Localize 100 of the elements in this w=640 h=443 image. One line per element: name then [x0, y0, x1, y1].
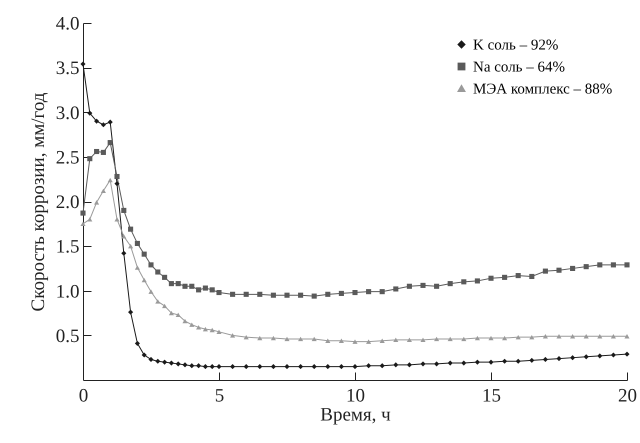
- point: [610, 262, 616, 268]
- point: [366, 339, 372, 344]
- point: [162, 304, 168, 308]
- point: [128, 226, 134, 232]
- point: [474, 336, 480, 340]
- point: [94, 118, 100, 124]
- point: [338, 290, 344, 296]
- point: [406, 338, 412, 342]
- point: [597, 262, 602, 268]
- y-tick-label: 1.0: [56, 281, 80, 302]
- point: [529, 274, 534, 280]
- point: [196, 287, 202, 292]
- point: [393, 362, 398, 368]
- point: [202, 326, 208, 332]
- point: [270, 364, 276, 370]
- point: [87, 156, 92, 162]
- point: [284, 292, 290, 298]
- point: [570, 334, 576, 338]
- point: [284, 364, 290, 370]
- point: [556, 334, 562, 338]
- point: [210, 364, 215, 370]
- point: [87, 217, 92, 222]
- point: [230, 292, 236, 297]
- point: [325, 338, 330, 343]
- point: [610, 334, 616, 338]
- point: [298, 336, 304, 342]
- point: [474, 360, 480, 365]
- point: [121, 250, 126, 256]
- point: [516, 358, 521, 364]
- y-tick-label: 0.5: [56, 326, 80, 347]
- y-axis-title: Скорость коррозии, мм/год: [28, 92, 49, 312]
- legend-label: Na соль – 64%: [473, 60, 566, 76]
- point: [114, 181, 120, 186]
- legend-label: МЭА комплекс – 88%: [473, 82, 612, 98]
- y-tick-label: 2.0: [56, 192, 80, 213]
- point: [461, 279, 466, 284]
- point: [134, 340, 140, 346]
- point: [502, 274, 508, 280]
- y-tick-label: 2.5: [56, 147, 80, 168]
- point: [108, 178, 113, 182]
- point: [488, 276, 494, 281]
- point: [542, 334, 548, 338]
- point: [556, 268, 562, 273]
- point: [216, 330, 222, 334]
- point: [298, 364, 304, 370]
- point: [176, 281, 181, 286]
- point: [80, 210, 86, 216]
- point: [189, 322, 194, 327]
- point: [434, 284, 440, 289]
- point: [461, 360, 466, 366]
- point: [624, 334, 630, 338]
- point: [100, 122, 106, 128]
- point: [352, 339, 358, 344]
- point: [176, 361, 181, 366]
- legend-label: K соль – 92%: [473, 38, 558, 54]
- x-tick-label: 5: [214, 386, 224, 406]
- point: [155, 358, 160, 364]
- point: [420, 338, 426, 342]
- point: [406, 362, 412, 368]
- point: [338, 338, 344, 343]
- point: [182, 318, 188, 324]
- point: [134, 240, 140, 246]
- point: [121, 208, 126, 213]
- x-axis-title: Время, ч: [320, 404, 392, 426]
- point: [542, 356, 548, 362]
- point: [366, 363, 372, 368]
- point: [312, 364, 317, 370]
- point: [80, 222, 86, 226]
- point: [529, 334, 534, 340]
- point: [244, 334, 249, 340]
- point: [216, 290, 222, 296]
- point: [624, 352, 630, 357]
- y-tick-label: 4.0: [56, 14, 80, 34]
- point: [516, 334, 521, 340]
- point: [114, 174, 120, 180]
- point: [121, 234, 126, 239]
- point: [155, 299, 160, 304]
- point: [202, 364, 208, 370]
- point: [584, 334, 589, 338]
- point: [516, 273, 521, 278]
- point: [284, 336, 290, 342]
- point: [196, 363, 202, 368]
- y-tick-label: 3.5: [56, 58, 80, 80]
- point: [325, 292, 330, 297]
- point: [434, 336, 440, 342]
- point: [94, 148, 100, 154]
- point: [168, 360, 174, 366]
- point: [325, 364, 330, 370]
- point: [80, 62, 86, 67]
- point: [434, 361, 440, 366]
- point: [100, 188, 106, 193]
- point: [189, 284, 194, 289]
- point: [366, 289, 372, 294]
- point: [114, 217, 120, 222]
- point: [148, 356, 154, 362]
- point: [610, 352, 616, 358]
- x-tick-label: 10: [346, 386, 365, 406]
- point: [380, 338, 385, 343]
- point: [182, 362, 188, 368]
- x-tick-label: 15: [482, 386, 501, 406]
